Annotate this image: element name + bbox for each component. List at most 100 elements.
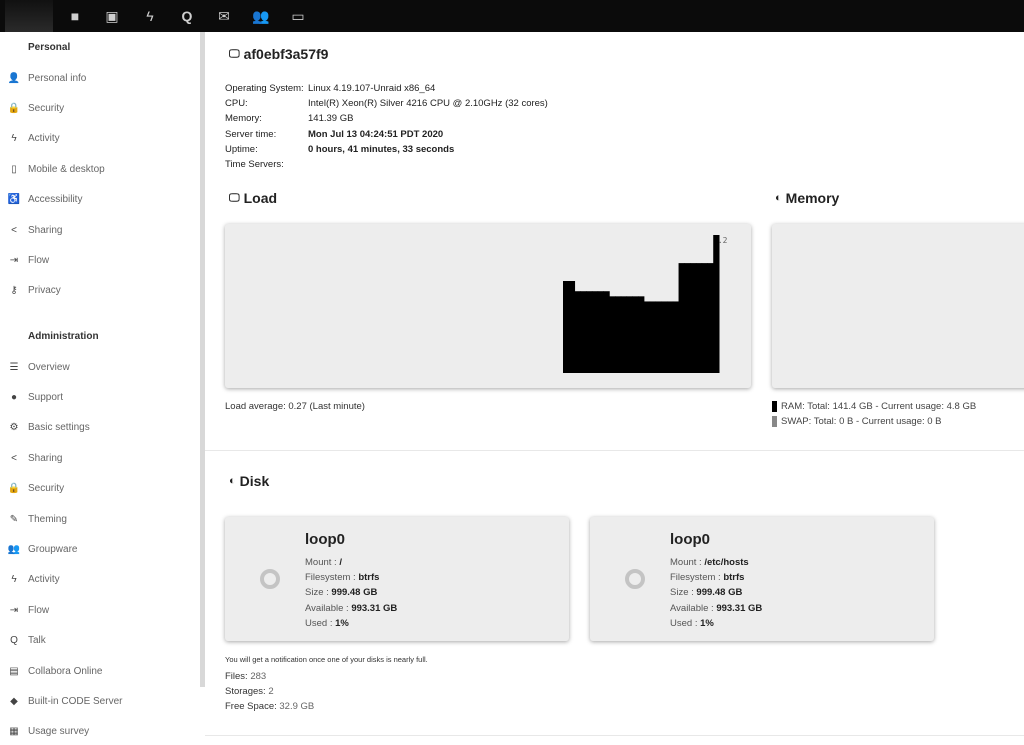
sidebar-item-support[interactable]: ● Support [0,385,200,409]
sidebar-item-security[interactable]: 🔒 Security [0,96,200,120]
document-icon: ▤ [9,665,19,677]
sidebar-item-overview[interactable]: ☰ Overview [0,355,200,379]
sidebar-item-basic-settings[interactable]: ⚙ Basic settings [0,416,200,440]
sidebar-scrollbar[interactable] [200,32,205,687]
pie-icon: ◐ [229,475,236,487]
available-value: 993.31 GB [351,602,398,614]
sidebar-item-label: Groupware [28,543,78,555]
sidebar-item-label: Sharing [28,452,63,464]
sidebar-item-mobile-desktop[interactable]: ▯ Mobile & desktop [0,157,200,181]
load-sample [643,301,651,373]
comment-icon: ● [10,391,18,403]
gear-icon: ⚙ [9,422,19,434]
image-icon[interactable]: ▣ [105,8,119,24]
sidebar-item-collabora-online[interactable]: ▤ Collabora Online [0,659,200,683]
load-sample [701,263,708,373]
server-time-label: Server time: [225,128,277,140]
sidebar-item-talk[interactable]: Q Talk [0,629,200,653]
sidebar-item-label: Talk [28,635,46,647]
fs-value: btrfs [358,572,380,584]
contacts-icon[interactable]: 👥 [252,8,270,24]
section-heading-administration: Administration [28,331,99,342]
load-sample [638,296,645,373]
ram-swatch [772,401,777,412]
sidebar-item-built-in-code-server[interactable]: ◆ Built-in CODE Server [0,689,200,713]
load-sample [591,291,599,373]
folder-icon[interactable]: ■ [70,8,80,24]
available-label: Available : [305,602,349,614]
sidebar-item-flow[interactable]: ⇥ Flow [0,248,200,272]
sidebar-item-label: Security [28,483,65,495]
calendar-icon[interactable]: ▭ [291,8,305,24]
sidebar-item-activity[interactable]: ϟ Activity [0,127,200,151]
sidebar-item-label: Sharing [28,224,63,236]
cpu-value: Intel(R) Xeon(R) Silver 4216 CPU @ 2.10G… [308,98,548,110]
sidebar-item-usage-survey[interactable]: ▦ Usage survey [0,720,200,744]
talk-icon: Q [10,635,18,647]
sidebar-item-sharing[interactable]: < Sharing [0,218,200,242]
mount-value: / [339,557,342,568]
used-label: Used : [670,617,698,629]
sidebar-item-security[interactable]: 🔒 Security [0,477,200,501]
sidebar-item-accessibility[interactable]: ♿ Accessibility [0,188,200,212]
logo[interactable] [5,0,53,32]
sidebar-item-theming[interactable]: ✎ Theming [0,507,200,531]
server-time-value: Mon Jul 13 04:24:51 PDT 2020 [308,128,444,140]
sidebar-item-sharing[interactable]: < Sharing [0,446,200,470]
sidebar-item-label: Built-in CODE Server [28,695,123,707]
flow-icon: ⇥ [9,254,19,266]
load-sample [672,301,680,373]
swap-text: SWAP: Total: 0 B - Current usage: 0 B [781,416,942,427]
files-label: Files: [225,671,248,682]
swap-swatch [772,416,777,427]
list-icon: ☰ [9,361,19,373]
monitor-icon: 🖵 [229,47,240,60]
server-heading: 🖵 af0ebf3a57f9 [229,46,328,62]
lightning-icon: ϟ [11,574,17,586]
memory-heading: ◐ Memory [775,190,839,206]
disk-card: loop0 Mount : / Filesystem : btrfs Size … [225,517,569,641]
disk-usage-donut [625,569,645,589]
lightning-icon[interactable]: ϟ [146,8,154,24]
fs-label: Filesystem : [305,572,356,584]
sidebar-item-label: Collabora Online [28,665,103,677]
load-title: Load [243,190,278,206]
load-sample [626,296,633,373]
memory-value: 141.39 GB [308,113,354,125]
uptime-value: 0 hours, 41 minutes, 33 seconds [308,143,455,155]
memory-chart-card [772,224,1024,388]
sidebar-item-label: Overview [28,361,70,373]
load-sample [678,263,685,373]
group-icon: 👥 [7,543,21,555]
mail-icon[interactable]: ✉ [218,8,230,24]
load-sample [707,263,714,373]
sidebar-item-groupware[interactable]: 👥 Groupware [0,537,200,561]
size-value: 999.48 GB [331,587,378,599]
load-sample [597,291,604,373]
load-sample [563,281,570,373]
sidebar-item-label: Flow [28,254,50,266]
memory-label: Memory: [225,113,262,125]
load-heading: 🖵 Load [229,190,277,206]
sidebar-item-privacy[interactable]: ⚷ Privacy [0,279,200,303]
sidebar-item-activity[interactable]: ϟ Activity [0,568,200,592]
sidebar-item-flow[interactable]: ⇥ Flow [0,598,200,622]
talk-icon[interactable]: Q [181,8,193,24]
top-bar: ■ ▣ ϟ Q ✉ 👥 ▭ [0,0,1024,32]
used-value: 1% [335,617,349,629]
sidebar-item-label: Mobile & desktop [28,163,105,175]
fs-label: Filesystem : [670,572,721,584]
sidebar-item-personal-info[interactable]: 👤 Personal info [0,66,200,90]
mount-label: Mount : [305,557,337,568]
monitor-icon: 🖵 [229,191,240,204]
sidebar-item-label: Usage survey [28,726,90,738]
load-sample [661,301,668,373]
load-sample [586,291,593,373]
flow-icon: ⇥ [9,604,19,616]
disk-notice: You will get a notification once one of … [225,655,428,664]
size-label: Size : [305,587,329,599]
sidebar-item-label: Flow [28,604,50,616]
os-label: Operating System: [225,83,304,94]
available-label: Available : [670,602,714,614]
phone-icon: ▯ [11,163,17,175]
